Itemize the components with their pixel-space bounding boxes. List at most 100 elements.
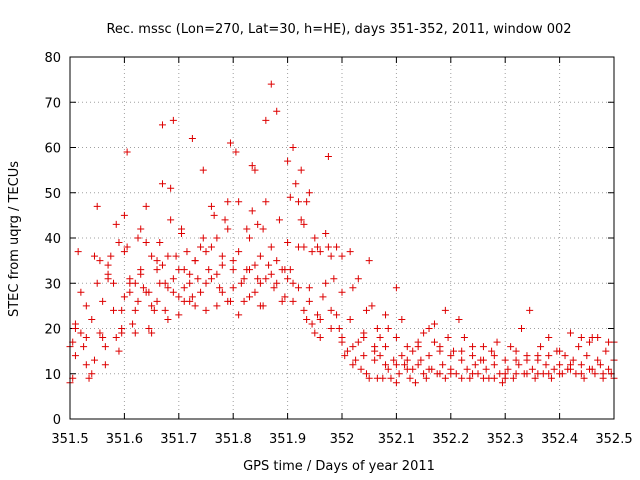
data-point [406,374,414,382]
data-point [101,343,109,351]
data-point [164,252,172,260]
x-tick-label: 352.5 [595,432,632,447]
data-point [82,361,90,369]
data-point [338,252,346,260]
data-point [471,361,479,369]
data-point [167,184,175,192]
data-point [300,243,308,251]
data-point [289,144,297,151]
data-point [556,361,564,369]
data-point [77,329,85,337]
data-point [161,279,169,287]
data-point [311,329,319,337]
data-point [254,220,262,228]
data-point [131,329,139,337]
data-point [248,162,256,170]
data-point [169,116,177,124]
data-point [112,220,120,228]
data-point [580,374,588,382]
data-point [411,379,419,387]
data-point [267,270,275,278]
data-point [349,361,357,369]
data-point [305,284,313,292]
data-point [118,325,126,332]
data-point [488,347,496,355]
x-tick-label: 352.2 [432,432,469,447]
data-point [224,225,232,233]
data-point [599,370,607,378]
data-point [490,361,498,369]
data-point [262,198,270,206]
data-point [379,374,387,382]
data-point [512,356,520,364]
data-point [591,370,599,378]
data-point [425,365,433,373]
data-point [96,329,104,337]
data-point [425,325,433,332]
y-tick-label: 50 [44,187,61,202]
data-point [158,180,166,188]
y-tick-label: 20 [44,323,61,338]
data-point [175,311,183,319]
data-point [322,279,330,287]
y-tick-label: 10 [44,368,61,383]
data-point [110,279,118,287]
data-point [284,157,292,165]
data-point [246,266,254,274]
data-point [577,361,585,369]
data-point [561,352,569,360]
data-point [417,356,425,364]
data-point [142,202,150,210]
data-point [314,311,322,319]
y-axis-label: STEC from uqrg / TECUs [7,161,22,317]
data-point [365,257,373,265]
data-point [270,284,278,292]
data-point [469,343,477,351]
data-point [137,225,145,233]
data-point [229,284,237,292]
data-point [202,248,210,256]
data-point [169,288,177,296]
data-point [482,365,490,373]
data-point [588,365,596,373]
data-point [248,207,256,215]
data-point [199,234,207,242]
data-point [99,297,107,305]
data-point [71,352,79,360]
data-point [362,370,370,378]
data-point [349,284,357,292]
chart-title: Rec. mssc (Lon=270, Lat=30, h=HE), days … [106,22,571,37]
data-point [303,315,311,323]
data-point [240,297,248,305]
data-point [267,80,275,88]
data-point [235,311,243,319]
data-point [131,306,139,314]
data-point [240,275,248,283]
data-point [229,266,237,274]
data-point [123,243,131,251]
data-point [547,374,555,382]
x-tick-label: 351.6 [106,432,143,447]
data-point [586,338,594,346]
data-point [398,315,406,323]
data-point [246,234,254,242]
data-point [300,306,308,314]
data-point [120,293,128,301]
data-point [507,343,515,351]
data-point [207,202,215,210]
data-point [490,374,498,382]
data-point [197,288,205,296]
data-point [556,370,564,378]
data-point [392,284,400,292]
data-point [178,225,186,233]
data-point [188,293,196,301]
data-point [594,356,602,364]
data-point [384,365,392,373]
data-point [390,356,398,364]
data-point [278,297,286,305]
data-point [498,379,506,387]
data-point [490,352,498,360]
data-point [123,148,131,156]
data-point [550,365,558,373]
